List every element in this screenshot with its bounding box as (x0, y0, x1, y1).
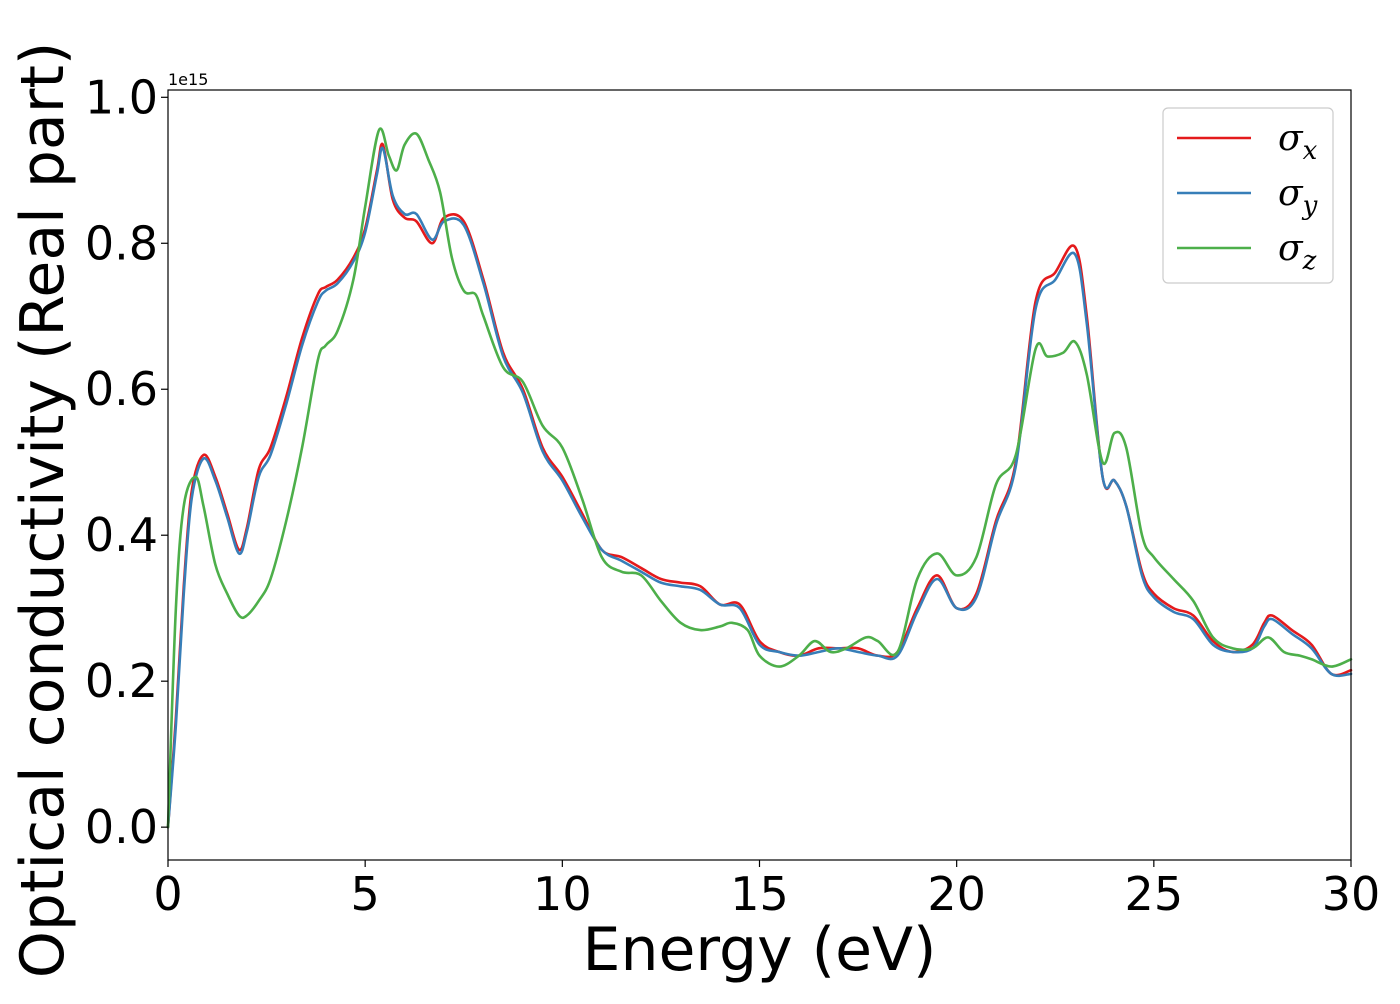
y-tick-label: 0.0 (85, 800, 158, 854)
x-tick-label: 10 (533, 867, 592, 921)
x-tick-label: 5 (351, 867, 380, 921)
legend-entry-x: σx (1177, 118, 1318, 166)
series-line-z (166, 127, 1353, 829)
x-tick-label: 15 (730, 867, 789, 921)
legend-entry-z: σz (1177, 228, 1317, 276)
series-layer (166, 127, 1353, 829)
y-tick-label: 0.4 (85, 508, 158, 562)
x-axis: 0 5 10 15 20 25 30 (153, 860, 1380, 921)
x-tick-label: 25 (1125, 867, 1184, 921)
y-tick-label: 0.6 (85, 362, 158, 416)
y-tick-label: 1.0 (85, 70, 158, 124)
legend-label: σx (1278, 118, 1318, 166)
legend-entry-y: σy (1177, 173, 1318, 221)
y-offset-label: 1e15 (168, 70, 208, 89)
legend-label: σy (1278, 173, 1318, 221)
x-tick-label: 0 (153, 867, 182, 921)
series-line-y (166, 146, 1353, 829)
y-axis: 0.0 0.2 0.4 0.6 0.8 1.0 (85, 70, 168, 854)
legend: σx σy σz (1162, 107, 1334, 284)
y-axis-title: Optical conductivity (Real part) (8, 42, 78, 979)
legend-box (1162, 107, 1334, 284)
x-axis-title: Energy (eV) (583, 915, 937, 985)
legend-label: σz (1278, 228, 1317, 276)
y-tick-label: 0.8 (85, 216, 158, 270)
x-tick-label: 20 (927, 867, 986, 921)
x-tick-label: 30 (1322, 867, 1381, 921)
y-tick-label: 0.2 (85, 654, 158, 708)
